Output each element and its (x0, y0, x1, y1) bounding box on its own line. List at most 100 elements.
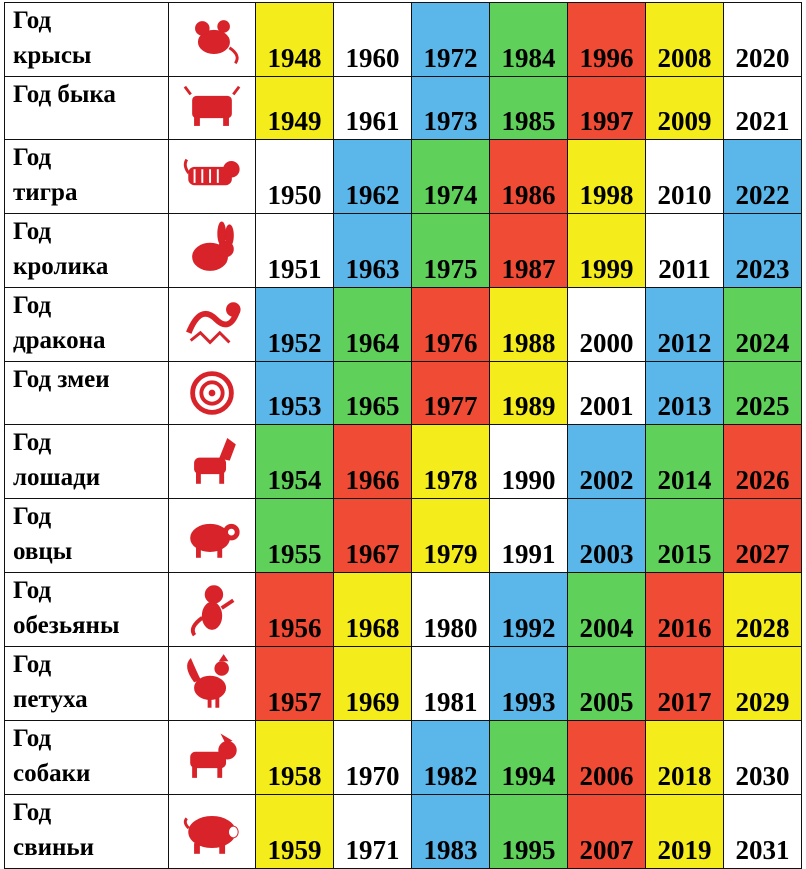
year-cell: 1951 (255, 213, 334, 288)
year-cell: 1968 (333, 572, 412, 647)
year-cell: 1967 (333, 498, 412, 573)
zodiac-name-line: кролика (13, 253, 109, 280)
rabbit-icon (192, 220, 234, 271)
year-cell: 1971 (333, 794, 412, 869)
year-cell: 2025 (723, 361, 802, 425)
year-cell: 1995 (489, 794, 568, 869)
year-cell: 1966 (333, 424, 412, 499)
year-cell: 2015 (645, 498, 724, 573)
year-cell: 2017 (645, 646, 724, 721)
zodiac-name-line: свиньи (13, 834, 95, 861)
zodiac-name-cell: Год собаки (4, 720, 169, 795)
year-cell: 2026 (723, 424, 802, 499)
year-cell: 2021 (723, 76, 802, 140)
year-cell: 1960 (333, 2, 412, 77)
zodiac-name-line: собаки (13, 760, 91, 787)
zodiac-icon-cell (168, 2, 256, 77)
year-cell: 2031 (723, 794, 802, 869)
year-cell: 1949 (255, 76, 334, 140)
zodiac-name-cell: Год петуха (4, 646, 169, 721)
zodiac-name-line: Год (13, 7, 52, 34)
year-cell: 1953 (255, 361, 334, 425)
rooster-icon (187, 653, 229, 708)
year-cell: 2023 (723, 213, 802, 288)
horse-icon (194, 437, 236, 484)
zodiac-name-line: Год (13, 577, 52, 604)
zodiac-name-line: Год (13, 651, 52, 678)
year-cell: 2000 (567, 287, 646, 362)
zodiac-name-line: петуха (13, 686, 88, 713)
zodiac-name-cell: Год обезьяны (4, 572, 169, 647)
zodiac-row: Год лошади 1954 1966 1978 1990 2002 2014 2026 (4, 424, 802, 499)
zodiac-name-cell: Год дракона (4, 287, 169, 362)
year-cell: 1952 (255, 287, 334, 362)
zodiac-icon-cell (168, 76, 256, 140)
year-cell: 1985 (489, 76, 568, 140)
zodiac-name-line: Год (13, 292, 52, 319)
zodiac-name-cell: Год тигра (4, 139, 169, 214)
zodiac-icon-cell (168, 720, 256, 795)
zodiac-icon-cell (168, 361, 256, 425)
zodiac-name-line: Год (13, 144, 52, 171)
zodiac-icon-cell (168, 572, 256, 647)
year-cell: 1983 (411, 794, 490, 869)
year-cell: 2014 (645, 424, 724, 499)
zodiac-name-cell: Год свиньи (4, 794, 169, 869)
zodiac-name-cell: Год крысы (4, 2, 169, 77)
year-cell: 1979 (411, 498, 490, 573)
year-cell: 2016 (645, 572, 724, 647)
sheep-icon (190, 523, 240, 558)
zodiac-icon-cell (168, 424, 256, 499)
year-cell: 1969 (333, 646, 412, 721)
year-cell: 1989 (489, 361, 568, 425)
zodiac-name-line: Год (13, 218, 52, 245)
year-cell: 1961 (333, 76, 412, 140)
zodiac-name-cell: Год овцы (4, 498, 169, 573)
year-cell: 2024 (723, 287, 802, 362)
year-cell: 2030 (723, 720, 802, 795)
year-cell: 2022 (723, 139, 802, 214)
zodiac-name-cell: Год быка (4, 76, 169, 140)
year-cell: 2008 (645, 2, 724, 77)
year-cell: 1999 (567, 213, 646, 288)
year-cell: 2009 (645, 76, 724, 140)
year-cell: 1950 (255, 139, 334, 214)
year-cell: 1988 (489, 287, 568, 362)
zodiac-row: Год змеи 1953 1965 1977 1989 2001 2013 2025 (4, 361, 802, 425)
zodiac-name-line: Год (13, 725, 52, 752)
zodiac-row: Год собаки 1958 1970 1982 1994 2006 2018 2030 (4, 720, 802, 795)
year-cell: 2018 (645, 720, 724, 795)
year-cell: 1963 (333, 213, 412, 288)
year-cell: 1987 (489, 213, 568, 288)
year-cell: 1958 (255, 720, 334, 795)
year-cell: 2028 (723, 572, 802, 647)
year-cell: 1977 (411, 361, 490, 425)
year-cell: 1957 (255, 646, 334, 721)
rat-icon (195, 19, 239, 64)
tiger-icon (183, 158, 240, 185)
year-cell: 2006 (567, 720, 646, 795)
zodiac-icon-cell (168, 498, 256, 573)
year-cell: 1954 (255, 424, 334, 499)
zodiac-name-line: обезьяны (13, 612, 120, 639)
pig-icon (183, 815, 239, 854)
year-cell: 1986 (489, 139, 568, 214)
year-cell: 1982 (411, 720, 490, 795)
monkey-icon (190, 584, 235, 636)
zodiac-name-line: крысы (13, 42, 92, 69)
zodiac-row: Год тигра 1950 1962 1974 1986 1998 2010 2022 (4, 139, 802, 214)
zodiac-name-line: овцы (13, 538, 73, 565)
year-cell: 1975 (411, 213, 490, 288)
year-cell: 1972 (411, 2, 490, 77)
year-cell: 1984 (489, 2, 568, 77)
year-cell: 1991 (489, 498, 568, 573)
year-cell: 1959 (255, 794, 334, 869)
year-cell: 1990 (489, 424, 568, 499)
year-cell: 2019 (645, 794, 724, 869)
year-cell: 1965 (333, 361, 412, 425)
zodiac-icon-cell (168, 794, 256, 869)
year-cell: 2012 (645, 287, 724, 362)
zodiac-name-cell: Год кролика (4, 213, 169, 288)
year-cell: 1955 (255, 498, 334, 573)
year-cell: 2007 (567, 794, 646, 869)
